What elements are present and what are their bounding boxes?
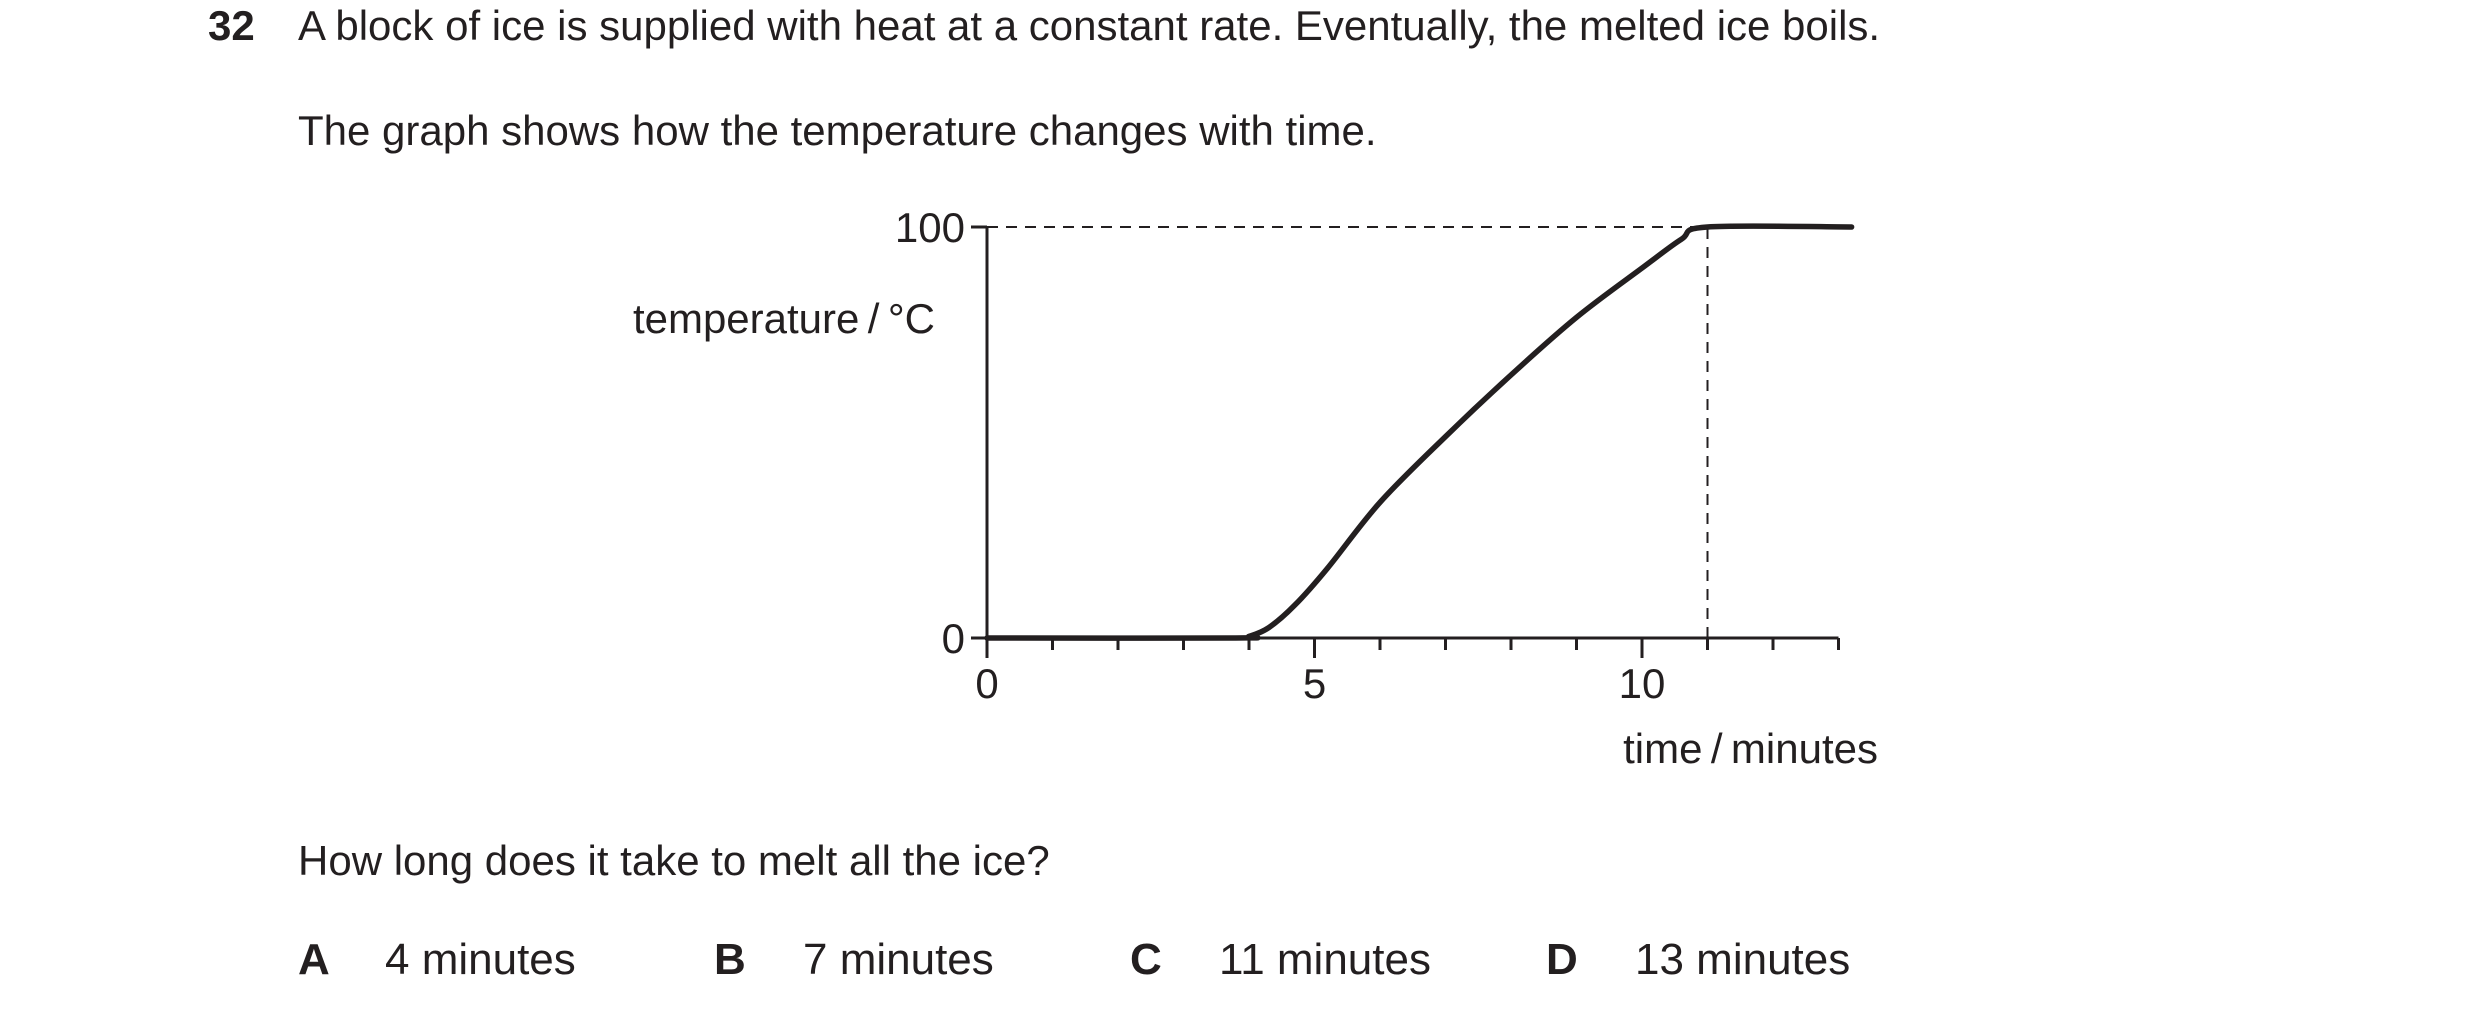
question-prompt: How long does it take to melt all the ic…: [298, 837, 1050, 884]
option-c-letter[interactable]: C: [1130, 935, 1162, 984]
temperature-curve: [984, 223, 1855, 641]
x-tick-label: 10: [1619, 660, 1666, 707]
y-tick-label: 0: [942, 615, 965, 662]
question-text-line-2: The graph shows how the temperature chan…: [298, 107, 1377, 154]
y-tick-labels: 0 100: [895, 204, 965, 662]
x-ticks: [985, 638, 1840, 658]
x-tick-label: 5: [1303, 660, 1326, 707]
x-axis-label: time / minutes: [1623, 725, 1878, 772]
option-a-text[interactable]: 4 minutes: [385, 935, 576, 984]
x-tick-label: 0: [975, 660, 998, 707]
option-b-letter[interactable]: B: [714, 935, 746, 984]
option-d-letter[interactable]: D: [1546, 935, 1578, 984]
reference-lines: [987, 226, 1709, 638]
option-a-letter[interactable]: A: [298, 935, 330, 984]
question-text-line-1: A block of ice is supplied with heat at …: [298, 2, 1881, 49]
y-ticks: [971, 225, 987, 640]
y-axis-label: temperature / °C: [633, 295, 935, 342]
option-d-text[interactable]: 13 minutes: [1635, 935, 1851, 984]
x-tick-labels: 0 5 10: [975, 660, 1665, 707]
y-tick-label: 100: [895, 204, 965, 251]
option-b-text[interactable]: 7 minutes: [803, 935, 994, 984]
option-c-text[interactable]: 11 minutes: [1219, 935, 1431, 984]
question-number: 32: [208, 2, 255, 49]
